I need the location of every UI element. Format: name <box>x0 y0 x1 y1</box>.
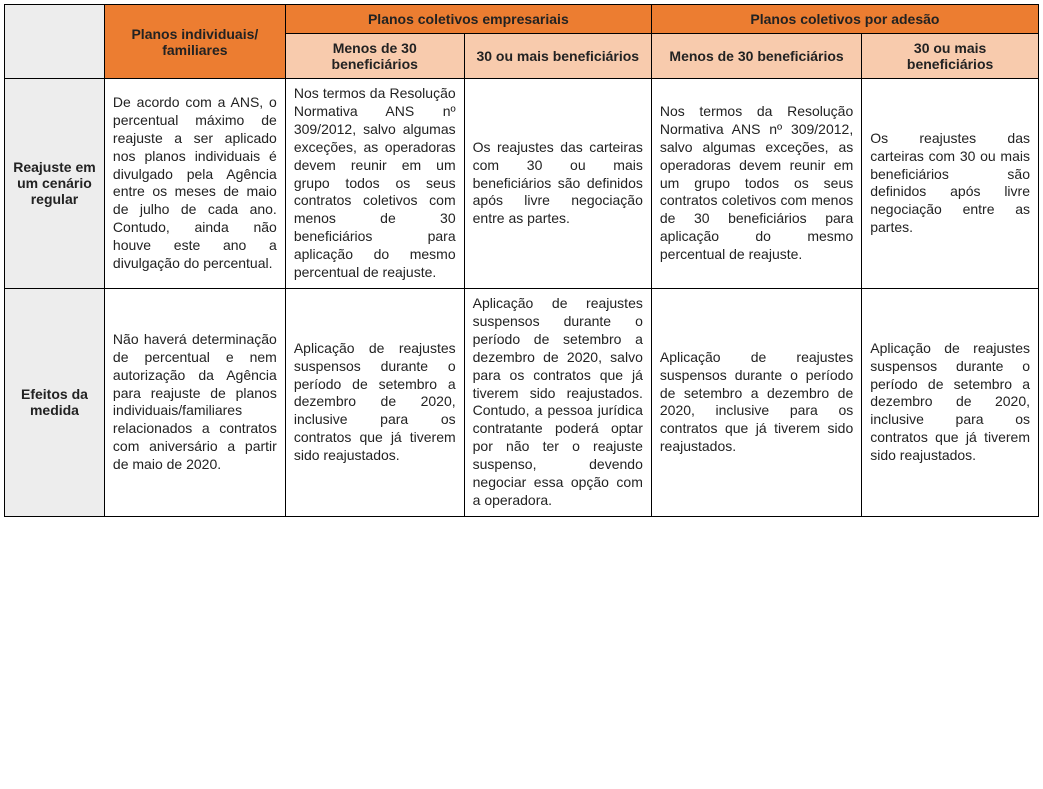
plan-comparison-table: Planos individuais/ familiares Planos co… <box>4 4 1039 517</box>
cell: Aplicação de reajustes suspensos durante… <box>285 288 464 516</box>
cell: Aplicação de reajustes suspensos durante… <box>862 288 1039 516</box>
table-row: Efeitos da medida Não haverá determinaçã… <box>5 288 1039 516</box>
cell: Aplicação de reajustes suspensos durante… <box>464 288 651 516</box>
cell: Nos termos da Resolução Normativa ANS nº… <box>285 79 464 289</box>
header-empresariais-lt30: Menos de 30 beneficiários <box>285 34 464 79</box>
row-label-efeitos: Efeitos da medida <box>5 288 105 516</box>
header-adesao-ge30: 30 ou mais beneficiários <box>862 34 1039 79</box>
cell: Os reajustes das carteiras com 30 ou mai… <box>464 79 651 289</box>
cell: Aplicação de reajustes suspensos durante… <box>651 288 861 516</box>
cell: Os reajustes das carteiras com 30 ou mai… <box>862 79 1039 289</box>
cell: De acordo com a ANS, o percentual máximo… <box>104 79 285 289</box>
table-body: Reajuste em um cenário regular De acordo… <box>5 79 1039 517</box>
header-adesao-lt30: Menos de 30 beneficiários <box>651 34 861 79</box>
header-blank-corner <box>5 5 105 79</box>
cell: Nos termos da Resolução Normativa ANS nº… <box>651 79 861 289</box>
table-header: Planos individuais/ familiares Planos co… <box>5 5 1039 79</box>
row-label-reajuste: Reajuste em um cenário regular <box>5 79 105 289</box>
header-group-adesao: Planos coletivos por adesão <box>651 5 1038 34</box>
header-group-empresariais: Planos coletivos empresariais <box>285 5 651 34</box>
cell: Não haverá determinação de percentual e … <box>104 288 285 516</box>
header-individual: Planos individuais/ familiares <box>104 5 285 79</box>
header-empresariais-ge30: 30 ou mais beneficiários <box>464 34 651 79</box>
table-row: Reajuste em um cenário regular De acordo… <box>5 79 1039 289</box>
